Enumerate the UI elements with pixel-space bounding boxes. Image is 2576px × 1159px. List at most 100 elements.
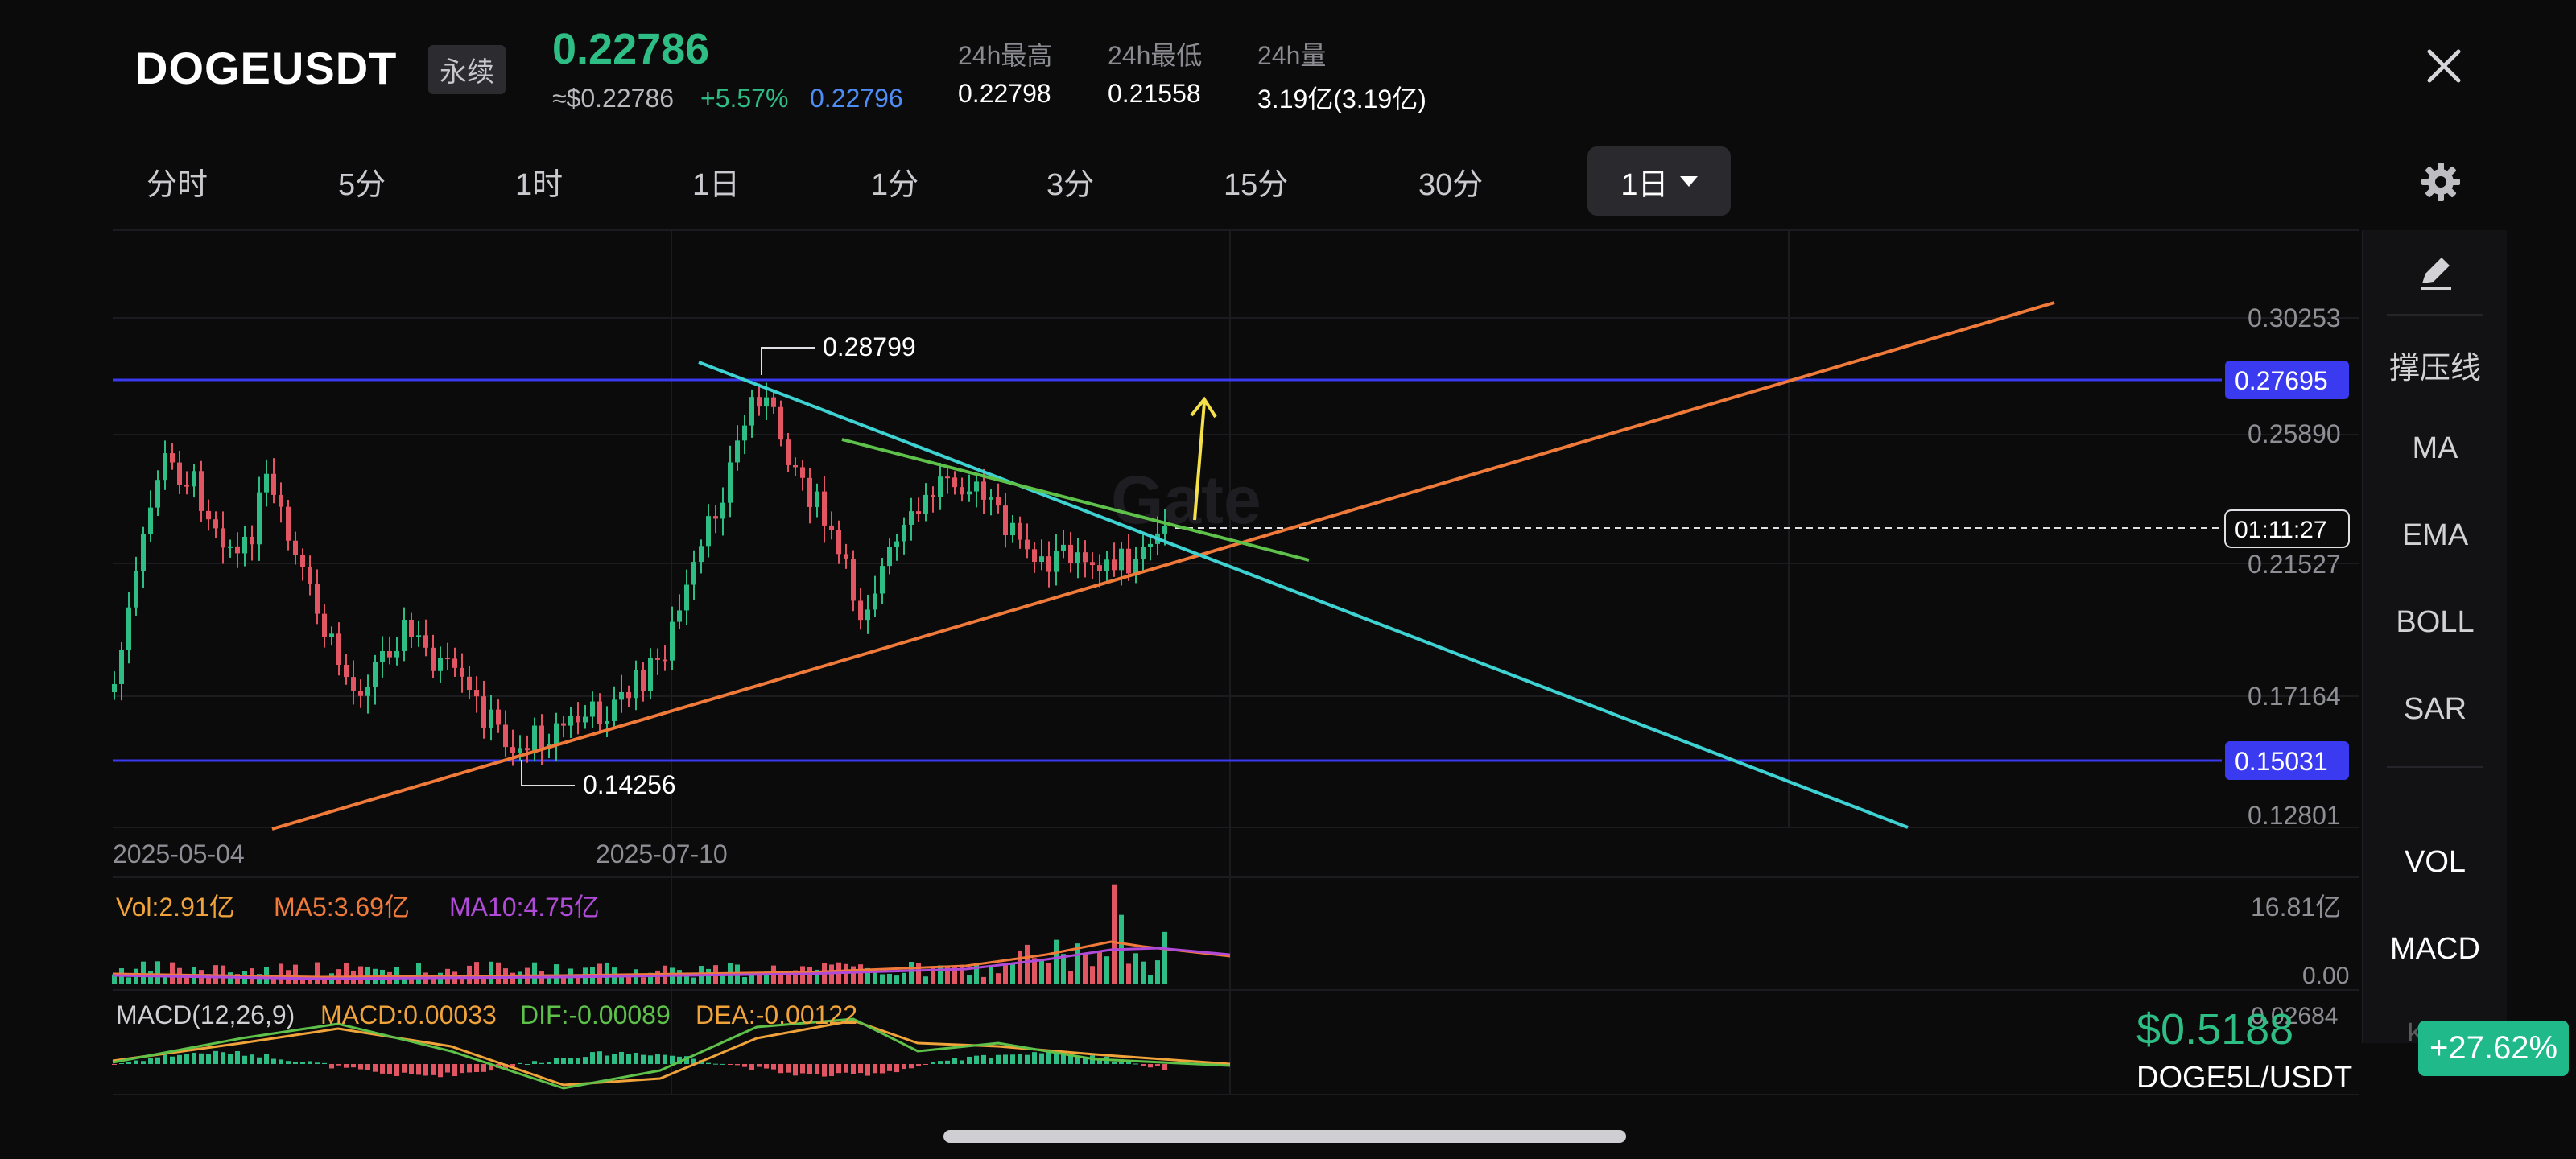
symbol-title[interactable]: DOGEUSDT	[135, 43, 398, 93]
watermark-logo: Gate	[1111, 462, 1261, 538]
side-item-boll[interactable]: BOLL	[2396, 605, 2475, 639]
volume-bar	[394, 967, 399, 984]
tab-3m[interactable]: 3分	[1046, 168, 1095, 202]
support-price-tag[interactable]	[2225, 741, 2349, 780]
tab-1m[interactable]: 1分	[871, 168, 919, 202]
tab-timeshare[interactable]: 分时	[147, 168, 208, 202]
volume-bar	[1141, 961, 1146, 984]
macd-bar	[438, 1064, 443, 1078]
macd-bar	[1010, 1054, 1015, 1064]
macd-bar	[452, 1064, 457, 1077]
candle-body	[358, 690, 363, 696]
candle-body	[612, 699, 617, 721]
volume-bar	[1075, 943, 1080, 984]
tab-15m[interactable]: 15分	[1224, 168, 1289, 202]
macd-bar	[691, 1058, 696, 1064]
timeframe-dropdown[interactable]: 1日	[1587, 146, 1731, 216]
volume-bar	[1083, 953, 1088, 984]
macd-bar	[807, 1064, 812, 1074]
promo-pair[interactable]: DOGE5L/USDT	[2136, 1061, 2353, 1095]
macd-bar	[880, 1064, 885, 1074]
candle-body	[1133, 559, 1138, 574]
candle-body	[242, 536, 247, 554]
macd-bar	[489, 1064, 493, 1071]
candle-body	[887, 547, 892, 567]
stat-24h-high: 24h最高 0.22798	[958, 35, 1052, 109]
macd-bar	[213, 1050, 218, 1064]
side-item-ema[interactable]: EMA	[2401, 518, 2469, 552]
candle-body	[336, 633, 341, 666]
macd-bar	[858, 1064, 863, 1074]
candle-body	[641, 670, 646, 691]
candle-body	[300, 555, 305, 567]
volume-bar	[916, 962, 921, 984]
candle-body	[655, 658, 660, 660]
macd-bar	[909, 1064, 914, 1069]
side-item-support-resistance[interactable]: 撑压线	[2388, 352, 2481, 386]
macd-bar	[1054, 1051, 1059, 1064]
candle-body	[757, 397, 762, 407]
side-item-sar[interactable]: SAR	[2403, 692, 2467, 726]
candle-body	[981, 481, 986, 500]
orange-trend-line[interactable]	[271, 301, 2055, 831]
countdown-label: 01:11:27	[2235, 517, 2327, 543]
volume-bar	[1032, 958, 1037, 984]
tab-30m[interactable]: 30分	[1418, 168, 1484, 202]
gear-icon[interactable]	[2418, 159, 2463, 204]
macd-bar	[619, 1051, 624, 1064]
macd-bar	[170, 1056, 175, 1064]
candle-body	[626, 691, 631, 699]
macd-bar	[329, 1064, 334, 1069]
candle-body	[590, 701, 595, 717]
tab-1h[interactable]: 1时	[515, 168, 564, 202]
candle-body	[510, 747, 515, 753]
side-item-macd[interactable]: MACD	[2390, 932, 2480, 966]
candle-body	[496, 709, 501, 725]
volume-bar	[974, 964, 979, 984]
volume-bar	[1010, 963, 1015, 984]
macd-bar	[844, 1064, 848, 1073]
stat-24h-low: 24h最低 0.21558	[1108, 35, 1202, 109]
macd-bar	[1119, 1062, 1124, 1064]
home-indicator-bar[interactable]	[943, 1130, 1626, 1143]
volume-bar	[112, 974, 117, 984]
volume-bar	[807, 967, 812, 984]
volume-bar	[554, 964, 559, 984]
macd-bar	[981, 1054, 986, 1064]
pencil-icon[interactable]	[2414, 251, 2456, 293]
candle-body	[793, 464, 798, 468]
macd-bar	[394, 1064, 399, 1076]
last-price: 0.22786	[552, 25, 710, 73]
candle-body	[996, 497, 1001, 506]
side-item-vol[interactable]: VOL	[2404, 845, 2467, 879]
volume-bar	[358, 966, 363, 984]
promo-price[interactable]: $0.5188	[2136, 1005, 2294, 1054]
volume-legend-ma5: MA5:3.69亿	[274, 893, 410, 922]
volume-bar	[496, 962, 501, 984]
candle-body	[525, 748, 530, 751]
macd-bar	[192, 1052, 196, 1064]
candle-body	[228, 546, 233, 548]
tab-1d[interactable]: 1日	[692, 168, 741, 202]
side-item-ma[interactable]: MA	[2412, 431, 2458, 465]
volume-bar	[684, 975, 689, 984]
close-icon[interactable]	[2420, 42, 2468, 90]
candle-body	[728, 462, 733, 503]
y-axis-label: 0.17164	[2248, 682, 2341, 711]
tab-5m[interactable]: 5分	[338, 168, 386, 202]
candle-body	[945, 476, 950, 479]
candle-body	[351, 677, 356, 691]
macd-bar	[409, 1064, 414, 1074]
volume-bar	[402, 978, 407, 984]
resistance-price-tag[interactable]	[2225, 361, 2349, 399]
macd-bar	[336, 1064, 341, 1066]
macd-bar	[510, 1064, 515, 1067]
candle-body	[452, 658, 457, 668]
green-trend-line[interactable]	[841, 438, 1310, 562]
volume-bar	[989, 967, 993, 984]
yellow-arrow-icon[interactable]	[1190, 396, 1217, 521]
cyan-trend-line[interactable]	[698, 361, 1909, 829]
volume-bar	[344, 963, 349, 984]
promo-change-badge[interactable]: +27.62%	[2418, 1021, 2570, 1076]
